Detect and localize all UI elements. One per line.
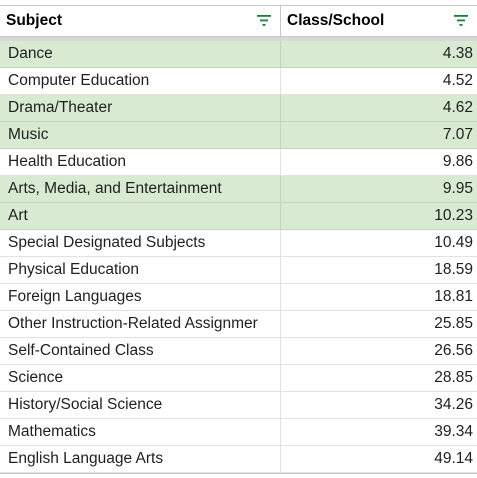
subject-cell[interactable]: History/Social Science bbox=[0, 392, 281, 418]
table-row[interactable]: Drama/Theater 4.62 bbox=[0, 95, 477, 122]
sheet-top-border bbox=[0, 0, 477, 6]
subject-cell[interactable]: Special Designated Subjects bbox=[0, 230, 281, 256]
class-school-cell[interactable]: 26.56 bbox=[434, 342, 473, 359]
class-school-cell[interactable]: 4.52 bbox=[442, 72, 473, 89]
table-row[interactable]: Arts, Media, and Entertainment 9.95 bbox=[0, 176, 477, 203]
filter-icon[interactable] bbox=[454, 15, 468, 26]
column-header-class-school[interactable]: Class/School bbox=[281, 6, 477, 36]
subject-cell[interactable]: Self-Contained Class bbox=[0, 338, 281, 364]
subject-cell[interactable]: Art bbox=[0, 203, 281, 229]
class-school-cell[interactable]: 18.81 bbox=[434, 288, 473, 305]
class-school-cell[interactable]: 25.85 bbox=[434, 315, 473, 332]
table-row[interactable]: Special Designated Subjects 10.49 bbox=[0, 230, 477, 257]
table-row[interactable]: Mathematics 39.34 bbox=[0, 419, 477, 446]
subject-cell[interactable]: Physical Education bbox=[0, 257, 281, 283]
column-header-label: Subject bbox=[6, 12, 62, 29]
table-row[interactable]: Foreign Languages 18.81 bbox=[0, 284, 477, 311]
subject-cell[interactable]: Drama/Theater bbox=[0, 95, 281, 121]
subject-cell[interactable]: Mathematics bbox=[0, 419, 281, 445]
class-school-cell[interactable]: 9.95 bbox=[442, 180, 473, 197]
class-school-cell[interactable]: 49.14 bbox=[434, 450, 473, 467]
header-row: Subject Class/School bbox=[0, 6, 477, 37]
filter-icon[interactable] bbox=[257, 15, 271, 26]
subject-cell[interactable]: English Language Arts bbox=[0, 446, 281, 472]
class-school-cell[interactable]: 39.34 bbox=[434, 423, 473, 440]
table-row[interactable]: English Language Arts 49.14 bbox=[0, 446, 477, 473]
class-school-cell[interactable]: 18.59 bbox=[434, 261, 473, 278]
class-school-cell[interactable]: 10.49 bbox=[434, 234, 473, 251]
class-school-cell[interactable]: 10.23 bbox=[434, 207, 473, 224]
table-row[interactable]: Art 10.23 bbox=[0, 203, 477, 230]
table-row[interactable]: Dance 4.38 bbox=[0, 41, 477, 68]
subject-cell[interactable]: Foreign Languages bbox=[0, 284, 281, 310]
class-school-cell[interactable]: 7.07 bbox=[442, 126, 473, 143]
frozen-header-divider bbox=[0, 37, 477, 41]
column-header-subject[interactable]: Subject bbox=[0, 6, 281, 36]
table-row[interactable]: History/Social Science 34.26 bbox=[0, 392, 477, 419]
class-school-cell[interactable]: 28.85 bbox=[434, 369, 473, 386]
sheet-bottom-border bbox=[0, 473, 477, 478]
class-school-cell[interactable]: 4.38 bbox=[442, 45, 473, 62]
table-row[interactable]: Physical Education 18.59 bbox=[0, 257, 477, 284]
subject-cell[interactable]: Computer Education bbox=[0, 68, 281, 94]
subject-cell[interactable]: Science bbox=[0, 365, 281, 391]
subject-cell[interactable]: Dance bbox=[0, 41, 281, 67]
subject-cell[interactable]: Other Instruction-Related Assignmer bbox=[0, 311, 281, 337]
table-row[interactable]: Other Instruction-Related Assignmer 25.85 bbox=[0, 311, 477, 338]
table-row[interactable]: Music 7.07 bbox=[0, 122, 477, 149]
table-row[interactable]: Science 28.85 bbox=[0, 365, 477, 392]
class-school-cell[interactable]: 4.62 bbox=[442, 99, 473, 116]
class-school-cell[interactable]: 34.26 bbox=[434, 396, 473, 413]
table-row[interactable]: Self-Contained Class 26.56 bbox=[0, 338, 477, 365]
table-row[interactable]: Computer Education 4.52 bbox=[0, 68, 477, 95]
subject-cell[interactable]: Music bbox=[0, 122, 281, 148]
table-body: Dance 4.38 Computer Education 4.52 Drama/The… bbox=[0, 41, 477, 473]
class-school-cell[interactable]: 9.86 bbox=[442, 153, 473, 170]
table-row[interactable]: Health Education 9.86 bbox=[0, 149, 477, 176]
subject-cell[interactable]: Health Education bbox=[0, 149, 281, 175]
column-header-label: Class/School bbox=[287, 12, 385, 29]
subject-cell[interactable]: Arts, Media, and Entertainment bbox=[0, 176, 281, 202]
